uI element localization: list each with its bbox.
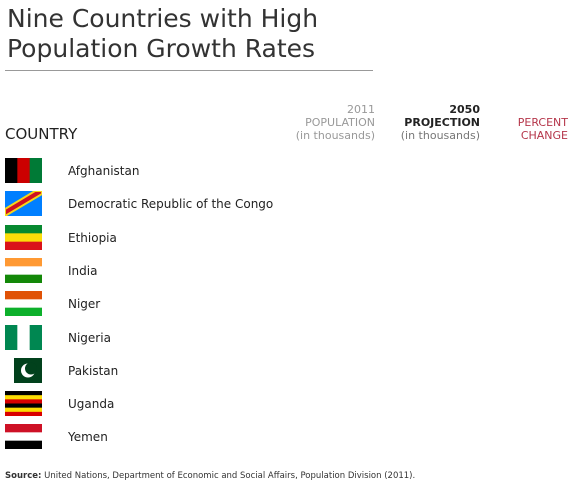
flag	[5, 158, 42, 183]
country-name: India	[68, 263, 98, 278]
source: Source: United Nations, Department of Ec…	[5, 471, 415, 481]
flag	[5, 324, 42, 350]
header-year: 2011	[347, 103, 375, 116]
country-name: Pakistan	[68, 363, 119, 378]
header-unit: (in thousands)	[400, 129, 480, 142]
flag	[5, 291, 42, 317]
title: Nine Countries with High Population Grow…	[7, 4, 319, 63]
country-name: Uganda	[68, 397, 115, 412]
source-label: Source:	[5, 471, 42, 481]
country-name: Ethiopia	[68, 230, 117, 245]
header-label: PROJECTION	[404, 116, 480, 129]
header-label: POPULATION	[305, 116, 375, 129]
column-header: COUNTRY	[5, 125, 78, 143]
country-name: Niger	[68, 297, 101, 312]
country-name: Yemen	[68, 430, 108, 445]
column-header: 2050 PROJECTION (in thousands)	[401, 103, 480, 142]
flag	[5, 357, 42, 383]
header-unit: (in thousands)	[295, 129, 375, 142]
country-name: Afghanistan	[68, 164, 140, 178]
divider	[5, 70, 373, 71]
flag	[5, 257, 42, 283]
country-name: Democratic Republic of the Congo	[68, 197, 274, 212]
flag	[5, 424, 42, 450]
source-text: United Nations, Department of Economic a…	[44, 471, 416, 481]
column-header: 2011 POPULATION (in thousands)	[296, 103, 375, 142]
flag	[5, 391, 42, 417]
flag	[5, 191, 42, 217]
column-header: PERCENT CHANGE	[517, 116, 568, 142]
flag	[5, 224, 42, 250]
header-year: 2050	[449, 103, 480, 116]
country-name: Nigeria	[68, 330, 111, 345]
